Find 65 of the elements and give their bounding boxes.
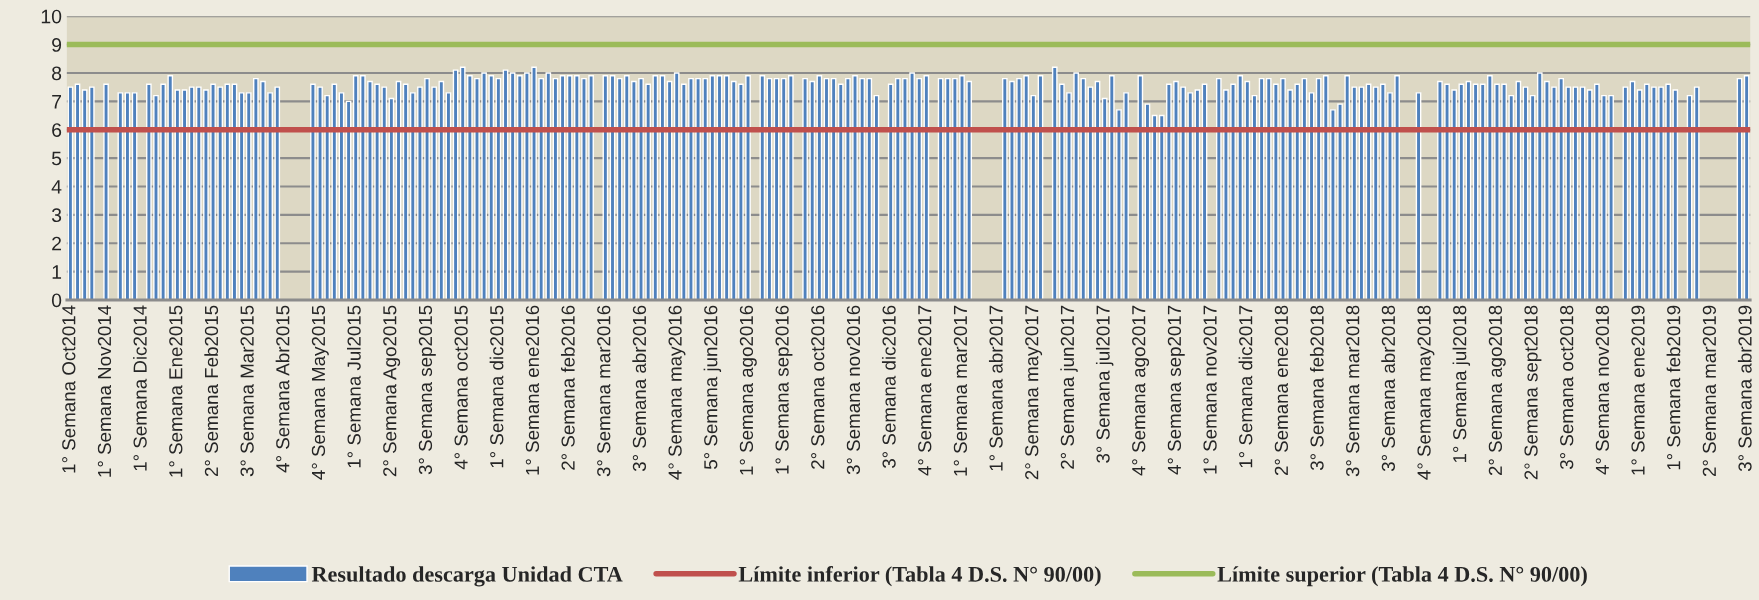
x-tick-label: 1° Semana ene2019 bbox=[1631, 305, 1645, 475]
x-tick-label: 3° Semana oct2018 bbox=[1560, 305, 1574, 470]
x-tick-label: 2° Semana oct2016 bbox=[811, 305, 825, 469]
x-tick-label: 2° Semana may2017 bbox=[1025, 305, 1043, 480]
x-tick-label: 4° Semana may2016 bbox=[668, 305, 686, 480]
x-tick-label: 1° Semana feb2019 bbox=[1666, 305, 1681, 470]
x-tick-label: 4° Semana nov2018 bbox=[1595, 305, 1610, 475]
x-tick-label: 3° Semana dic2016 bbox=[881, 305, 896, 468]
y-tick-label: 10 bbox=[41, 9, 62, 24]
x-tick-label: 1° Semana dic2015 bbox=[489, 305, 504, 468]
x-tick-label: 3° Semana abr2016 bbox=[632, 305, 647, 472]
y-tick-label: 2 bbox=[52, 236, 62, 251]
y-tick-label: 0 bbox=[51, 293, 62, 308]
x-tick-label: 4° Semana may2018 bbox=[1417, 305, 1435, 480]
x-tick-label: 1° Semana ene2016 bbox=[525, 305, 540, 475]
x-tick-label: 1° Semana ago2016 bbox=[739, 305, 757, 475]
x-tick-label: 1° Semana Dic2014 bbox=[133, 305, 147, 471]
x-tick-label: 4° Semana ene2017 bbox=[918, 305, 932, 476]
y-tick-label: 3 bbox=[51, 208, 62, 223]
x-tick-label: 1° Semana jul2018 bbox=[1452, 305, 1471, 463]
x-tick-label: 3° Semana mar2018 bbox=[1346, 305, 1360, 477]
y-tick-label: 4 bbox=[51, 180, 62, 194]
legend-label: Resultado descarga Unidad CTA bbox=[311, 566, 623, 587]
x-tick-label: 5° Semana jun2016 bbox=[703, 305, 722, 470]
x-tick-label: 3° Semana jul2017 bbox=[1095, 305, 1114, 463]
bar bbox=[1693, 86, 1700, 300]
x-tick-label: 2° Semana jun2017 bbox=[1060, 305, 1078, 469]
x-tick-label: 4° Semana May2015 bbox=[311, 305, 329, 480]
x-tick-label: 2° Semana mar2019 bbox=[1702, 305, 1717, 477]
y-tick-label: 5 bbox=[51, 151, 62, 166]
x-tick-label: 2° Semana Feb2015 bbox=[204, 305, 219, 477]
x-tick-label: 1° Semana Nov2014 bbox=[97, 305, 112, 477]
y-tick-label: 7 bbox=[52, 95, 62, 109]
x-tick-label: 1° Semana dic2017 bbox=[1238, 305, 1253, 468]
x-tick-label: 3° Semana mar2016 bbox=[597, 305, 611, 477]
x-tick-label: 4° Semana ago2017 bbox=[1132, 305, 1150, 476]
x-tick-label: 2° Semana ago2018 bbox=[1488, 305, 1506, 476]
x-tick-label: 1° Semana Ene2015 bbox=[169, 305, 183, 477]
bar bbox=[759, 75, 766, 300]
x-tick-label: 4° Semana Abr2015 bbox=[275, 305, 290, 473]
x-tick-label: 3° Semana nov2016 bbox=[846, 305, 861, 475]
x-tick-label: 3° Semana feb2018 bbox=[1309, 305, 1324, 471]
x-tick-label: 1° Semana mar2017 bbox=[953, 305, 968, 476]
legend-label: Límite superior (Tabla 4 D.S. N° 90/00) bbox=[1217, 566, 1587, 587]
y-tick-label: 1 bbox=[52, 265, 62, 279]
x-tick-label: 2° Semana feb2016 bbox=[560, 305, 575, 470]
x-tick-label: 3° Semana sep2015 bbox=[418, 305, 436, 475]
x-tick-label: 1° Semana Oct2014 bbox=[62, 305, 76, 473]
bar bbox=[103, 83, 109, 300]
x-tick-label: 2° Semana Ago2015 bbox=[383, 305, 401, 477]
x-tick-label: 1° Semana sep2016 bbox=[775, 305, 793, 474]
x-tick-label: 3° Semana abr2019 bbox=[1737, 305, 1752, 472]
x-tick-label: 3° Semana abr2018 bbox=[1381, 305, 1396, 472]
x-tick-label: 4° Semana sep2017 bbox=[1167, 305, 1185, 475]
x-tick-label: 4° Semana oct2015 bbox=[454, 305, 468, 470]
y-tick-label: 8 bbox=[52, 66, 62, 81]
x-tick-label: 3° Semana Mar2015 bbox=[240, 305, 254, 477]
y-tick-label: 9 bbox=[52, 38, 62, 52]
x-tick-label: 1° Semana nov2017 bbox=[1203, 305, 1217, 474]
legend-label: Límite inferior (Tabla 4 D.S. N° 90/00) bbox=[738, 565, 1101, 587]
x-tick-label: 1° Semana Jul2015 bbox=[346, 305, 361, 468]
x-tick-label: 2° Semana ene2018 bbox=[1274, 305, 1289, 476]
x-tick-label: 2° Semana sept2018 bbox=[1524, 305, 1542, 480]
y-tick-label: 6 bbox=[52, 123, 62, 137]
x-tick-label: 1° Semana abr2017 bbox=[988, 305, 1003, 471]
